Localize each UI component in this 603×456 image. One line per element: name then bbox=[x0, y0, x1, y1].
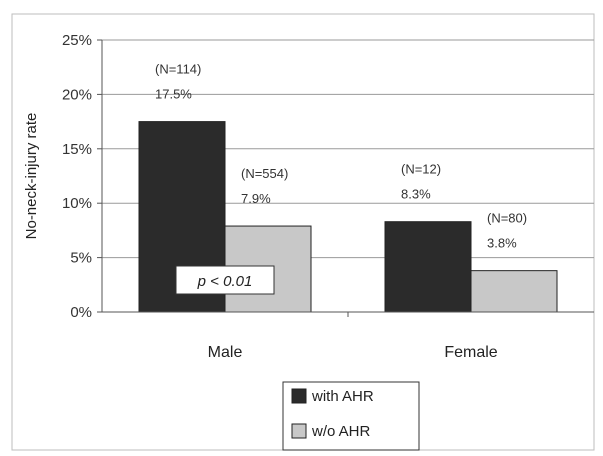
y-tick-labels: 0% 5% 10% 15% 20% 25% bbox=[62, 32, 102, 321]
y-tick-label: 5% bbox=[70, 250, 92, 267]
legend-label-without-ahr: w/o AHR bbox=[311, 423, 371, 440]
sample-size-label: (N=114) bbox=[155, 62, 201, 77]
category-label-female: Female bbox=[444, 344, 497, 361]
rate-label: 3.8% bbox=[487, 236, 517, 251]
category-labels: Male Female bbox=[208, 312, 498, 361]
legend-swatch-without-ahr bbox=[291, 423, 307, 439]
y-axis-label: No-neck-injury rate bbox=[23, 113, 40, 240]
rate-label: 7.9% bbox=[241, 191, 271, 206]
rate-label: 17.5% bbox=[155, 87, 192, 102]
y-tick-label: 10% bbox=[62, 195, 92, 212]
bars bbox=[138, 121, 558, 313]
category-label-male: Male bbox=[208, 344, 243, 361]
y-tick-label: 25% bbox=[62, 32, 92, 49]
sample-size-label: (N=554) bbox=[241, 166, 288, 181]
data-labels: (N=114) 17.5% (N=554) 7.9% (N=12) 8.3% (N=80) 3… bbox=[155, 62, 527, 251]
y-tick-label: 15% bbox=[62, 141, 92, 158]
significance-annotation: p < 0.01 bbox=[175, 265, 275, 295]
bar-with-ahr-female bbox=[384, 221, 472, 313]
y-tick-label: 20% bbox=[62, 86, 92, 103]
y-tick-label: 0% bbox=[70, 304, 92, 321]
legend: with AHR w/o AHR bbox=[282, 381, 420, 451]
annotation-box bbox=[175, 265, 275, 295]
legend-label-with-ahr: with AHR bbox=[311, 388, 374, 405]
legend-swatch-with-ahr bbox=[291, 388, 307, 404]
rate-label: 8.3% bbox=[401, 187, 431, 202]
sample-size-label: (N=12) bbox=[401, 162, 441, 177]
bar-without-ahr-female bbox=[470, 270, 558, 313]
sample-size-label: (N=80) bbox=[487, 211, 527, 226]
p-value-text: p < 0.01 bbox=[197, 273, 253, 290]
